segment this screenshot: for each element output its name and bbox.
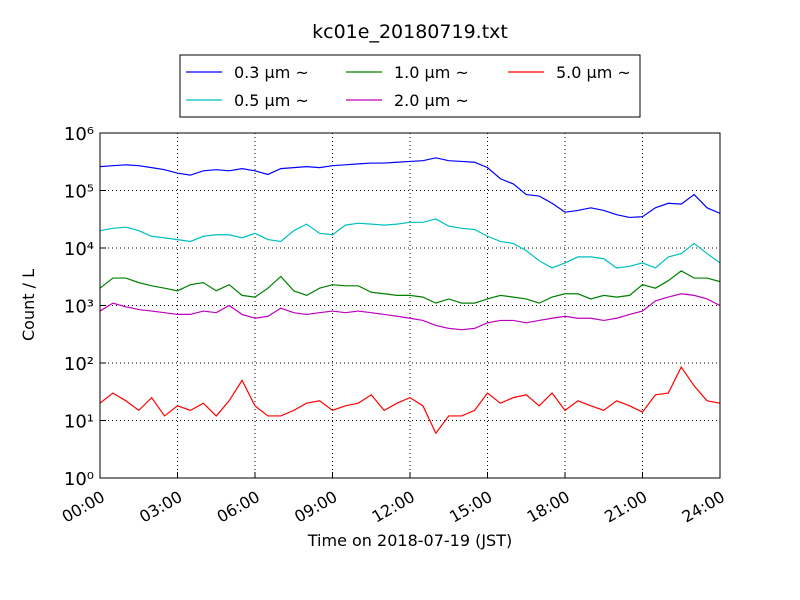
legend-label: 1.0 μm ~ <box>394 63 469 82</box>
data-line <box>99 365 721 435</box>
y-tick-label: 10⁶ <box>64 124 94 145</box>
y-tick-label: 10² <box>64 354 94 375</box>
y-tick-label: 10⁰ <box>64 469 94 490</box>
chart-title: kc01e_20180719.txt <box>312 21 508 43</box>
y-tick-label: 10¹ <box>64 412 94 433</box>
y-tick-label: 10⁴ <box>64 239 94 260</box>
y-tick-label: 10⁵ <box>64 182 94 203</box>
legend-label: 2.0 μm ~ <box>394 91 469 110</box>
data-line <box>99 218 721 269</box>
legend-label: 5.0 μm ~ <box>556 63 631 82</box>
legend-label: 0.5 μm ~ <box>234 91 309 110</box>
legend-box <box>179 54 641 118</box>
y-tick-label: 10³ <box>64 297 94 318</box>
plot-frame <box>99 132 721 479</box>
x-axis-label: Time on 2018-07-19 (JST) <box>307 531 512 550</box>
data-line <box>99 293 721 331</box>
y-axis-label: Count / L <box>19 269 38 341</box>
legend-label: 0.3 μm ~ <box>234 63 309 82</box>
data-line <box>99 157 721 219</box>
data-line <box>99 270 721 304</box>
